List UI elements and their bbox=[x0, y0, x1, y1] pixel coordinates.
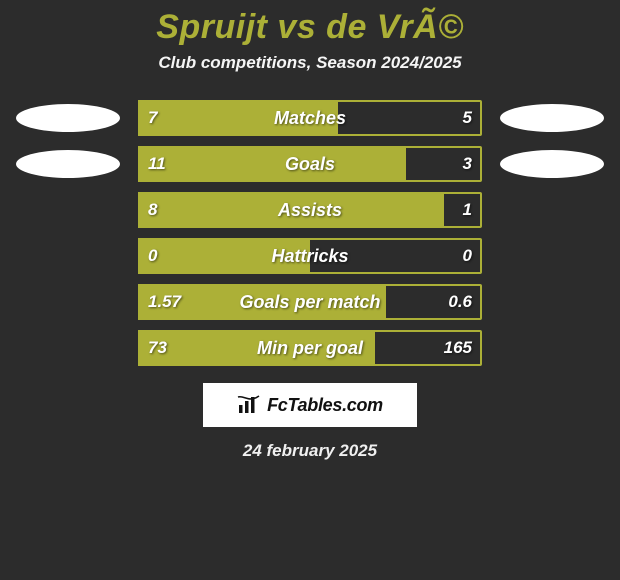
comparison-row: 75Matches bbox=[0, 95, 620, 141]
player-right-ellipse bbox=[500, 150, 604, 178]
player-left-ellipse bbox=[16, 150, 120, 178]
source-logo: FcTables.com bbox=[203, 383, 417, 427]
player-left-ellipse bbox=[16, 104, 120, 132]
stat-bar: 75Matches bbox=[138, 100, 482, 136]
comparison-row: 113Goals bbox=[0, 141, 620, 187]
stat-bar-fill bbox=[138, 100, 338, 136]
comparison-chart: 75Matches 113Goals 81Assists 00Hattricks 1.5… bbox=[0, 95, 620, 371]
bar-chart-icon bbox=[237, 395, 261, 415]
stat-bar: 113Goals bbox=[138, 146, 482, 182]
page-title: Spruijt vs de VrÃ© bbox=[0, 8, 620, 47]
comparison-row: 1.570.6Goals per match bbox=[0, 279, 620, 325]
comparison-row: 00Hattricks bbox=[0, 233, 620, 279]
player-right-ellipse bbox=[500, 104, 604, 132]
stat-bar: 00Hattricks bbox=[138, 238, 482, 274]
comparison-row: 81Assists bbox=[0, 187, 620, 233]
source-logo-text: FcTables.com bbox=[267, 395, 383, 416]
page-subtitle: Club competitions, Season 2024/2025 bbox=[0, 53, 620, 73]
stat-bar-fill bbox=[138, 192, 444, 228]
comparison-row: 73165Min per goal bbox=[0, 325, 620, 371]
stat-bar-fill bbox=[138, 238, 310, 274]
stat-bar: 1.570.6Goals per match bbox=[138, 284, 482, 320]
infographic-root: Spruijt vs de VrÃ© Club competitions, Se… bbox=[0, 0, 620, 461]
stat-bar: 81Assists bbox=[138, 192, 482, 228]
stat-bar-fill bbox=[138, 284, 386, 320]
stat-bar-fill bbox=[138, 330, 375, 366]
footer-date: 24 february 2025 bbox=[0, 441, 620, 461]
stat-bar: 73165Min per goal bbox=[138, 330, 482, 366]
stat-bar-fill bbox=[138, 146, 406, 182]
